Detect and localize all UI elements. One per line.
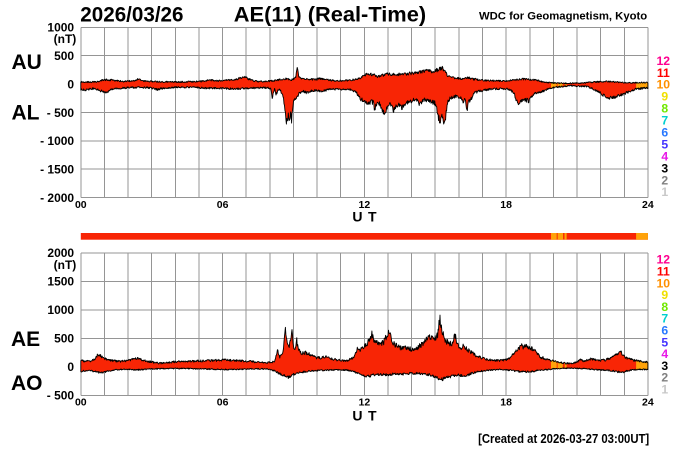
svg-text:00: 00 (75, 199, 87, 211)
svg-text:5: 5 (661, 138, 668, 152)
svg-text:2: 2 (661, 371, 668, 385)
svg-text:U T: U T (352, 407, 377, 423)
svg-text:10: 10 (657, 78, 671, 92)
svg-text:500: 500 (54, 332, 74, 346)
svg-text:06: 06 (217, 199, 229, 211)
svg-text:12: 12 (657, 54, 671, 68)
svg-text:2026/03/26: 2026/03/26 (80, 4, 183, 27)
svg-text:- 1500: - 1500 (40, 163, 74, 177)
svg-text:18: 18 (500, 199, 512, 211)
svg-text:WDC for Geomagnetism, Kyoto: WDC for Geomagnetism, Kyoto (479, 10, 647, 22)
svg-text:12: 12 (359, 199, 371, 211)
svg-text:10: 10 (657, 276, 671, 290)
svg-text:24: 24 (642, 199, 654, 211)
svg-text:11: 11 (657, 66, 670, 80)
svg-text:00: 00 (75, 397, 87, 409)
svg-text:1000: 1000 (47, 21, 74, 35)
svg-text:1000: 1000 (47, 303, 74, 317)
svg-text:8: 8 (661, 300, 668, 314)
svg-text:(nT): (nT) (54, 32, 77, 46)
svg-text:11: 11 (657, 265, 670, 279)
svg-text:9: 9 (661, 90, 668, 104)
svg-text:(nT): (nT) (54, 258, 77, 272)
svg-text:24: 24 (642, 397, 654, 409)
svg-text:6: 6 (661, 126, 668, 140)
svg-text:12: 12 (657, 253, 671, 267)
svg-text:- 2000: - 2000 (40, 191, 74, 205)
svg-text:0: 0 (67, 77, 74, 91)
svg-text:6: 6 (661, 324, 668, 338)
svg-text:1: 1 (661, 185, 668, 199)
svg-text:AU: AU (12, 51, 42, 74)
svg-text:[Created at 2026-03-27 03:00UT: [Created at 2026-03-27 03:00UT] (478, 431, 649, 446)
svg-text:AE(11) (Real-Time): AE(11) (Real-Time) (234, 4, 426, 27)
svg-text:- 500: - 500 (47, 106, 75, 120)
svg-text:4: 4 (661, 347, 668, 361)
svg-text:1: 1 (661, 383, 668, 397)
svg-text:- 1000: - 1000 (40, 134, 74, 148)
svg-text:0: 0 (67, 360, 74, 374)
svg-text:U T: U T (352, 209, 377, 225)
svg-text:4: 4 (661, 149, 668, 163)
svg-text:5: 5 (661, 335, 668, 349)
svg-text:7: 7 (661, 114, 668, 128)
svg-text:1500: 1500 (47, 275, 74, 289)
svg-text:2000: 2000 (47, 246, 74, 260)
svg-text:18: 18 (500, 397, 512, 409)
svg-text:12: 12 (359, 397, 371, 409)
svg-text:AE: AE (11, 328, 40, 351)
svg-text:06: 06 (217, 397, 229, 409)
svg-text:AO: AO (11, 372, 43, 395)
svg-text:3: 3 (661, 161, 668, 175)
svg-text:7: 7 (661, 312, 668, 326)
svg-text:8: 8 (661, 102, 668, 116)
svg-text:- 500: - 500 (47, 389, 75, 403)
svg-text:9: 9 (661, 288, 668, 302)
svg-text:500: 500 (54, 49, 74, 63)
svg-text:2: 2 (661, 173, 668, 187)
svg-text:3: 3 (661, 359, 668, 373)
svg-text:AL: AL (12, 102, 40, 125)
